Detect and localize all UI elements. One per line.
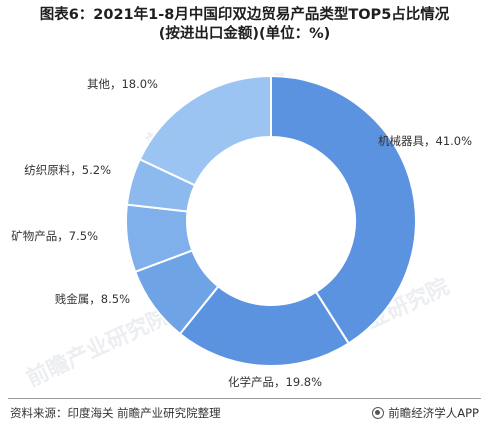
slice-label-3: 贱金属，8.5%: [55, 292, 130, 306]
slice-label-2: 化学产品，19.8%: [228, 375, 322, 389]
donut-slice-1: [270, 74, 417, 345]
donut-slice-6: [138, 74, 272, 187]
source-note: 资料来源：印度海关 前瞻产业研究院整理: [10, 406, 221, 420]
slice-label-5: 纺织原料，5.2%: [24, 163, 111, 177]
chart-title-line2: (按进出口金额)(单位：%): [158, 26, 331, 42]
slice-label-4: 矿物产品，7.5%: [11, 229, 98, 243]
slice-label-6: 其他，18.0%: [87, 77, 158, 91]
slice-label-1: 机械器具，41.0%: [378, 134, 472, 148]
brand-logo-icon: [372, 407, 385, 419]
chart-title-line1: 图表6：2021年1-8月中国印双边贸易产品类型TOP5占比情况: [39, 7, 450, 23]
brand-name: 前瞻经济学人APP: [388, 406, 479, 420]
brand: 前瞻经济学人APP: [372, 405, 479, 421]
footer-divider: [8, 398, 481, 399]
chart-title: 图表6：2021年1-8月中国印双边贸易产品类型TOP5占比情况 (按进出口金额…: [0, 6, 489, 44]
